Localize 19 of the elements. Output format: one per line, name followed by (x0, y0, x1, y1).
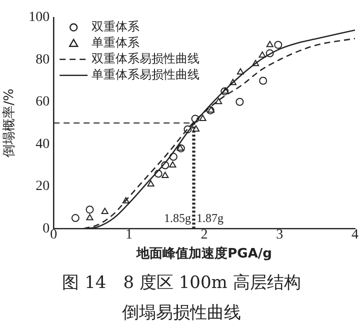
y-tick-label: 100 (28, 10, 50, 26)
x-tick-label: 4 (352, 228, 358, 243)
legend-label: 单重体系易损性曲线 (92, 68, 200, 82)
x-axis-title: 地面峰值加速度PGA/g (136, 246, 272, 262)
y-tick-label: 60 (36, 94, 50, 110)
x-tick-label: 1 (125, 228, 132, 243)
x-tick-label: 3 (276, 228, 284, 243)
y-tick-label: 20 (36, 179, 50, 194)
x-tick-label: 2 (200, 228, 208, 243)
text: 倒塌易损性曲线 (121, 302, 242, 325)
caption: 图 14 8 度区 100m 高层结构 (61, 272, 302, 295)
legend-label: 单重体系 (92, 36, 140, 50)
ref-line-label: 1.87g (196, 210, 224, 225)
y-tick-label: 40 (36, 136, 50, 152)
y-axis-title: 倒塌概率/% (1, 88, 18, 158)
ref-line-label: 1.85g (164, 210, 191, 225)
legend-label: 双重体系 (92, 20, 140, 34)
y-tick-label: 80 (36, 52, 50, 68)
legend-label: 双重体系易损性曲线 (92, 52, 200, 66)
